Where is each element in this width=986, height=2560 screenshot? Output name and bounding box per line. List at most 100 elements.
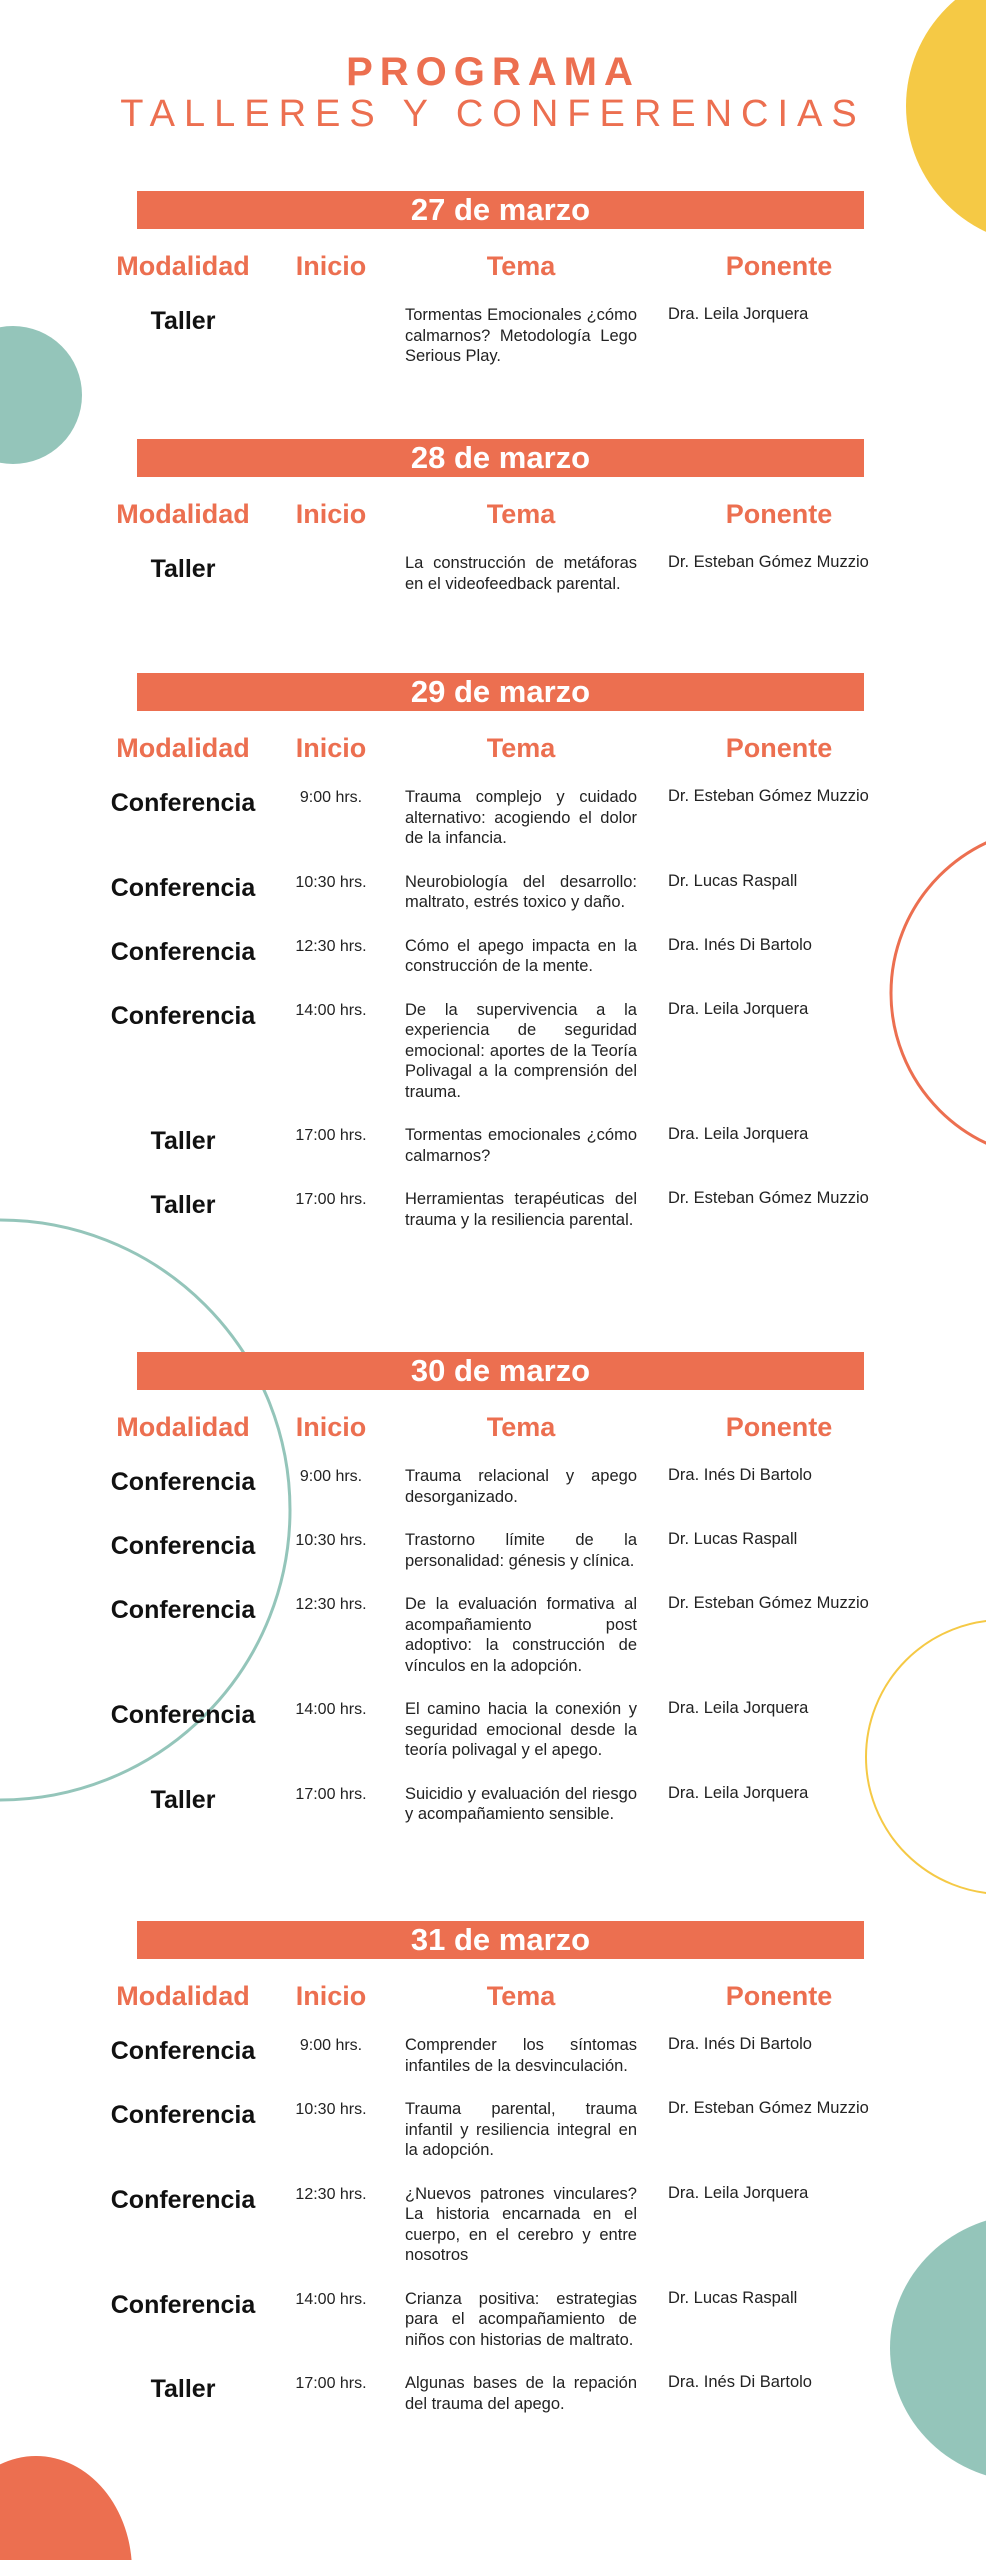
session-inicio: 10:30 hrs. [295, 2101, 367, 2118]
session-inicio: 17:00 hrs. [295, 1191, 367, 1208]
session-ponente: Dr. Esteban Gómez Muzzio [668, 2099, 869, 2117]
session-ponente: Dra. Leila Jorquera [668, 305, 809, 323]
page-title: PROGRAMA [346, 50, 640, 94]
sessions-list: Conferencia 9:00 hrs. Trauma relacional y … [0, 1466, 986, 1848]
session-inicio: 17:00 hrs. [295, 1785, 367, 1803]
column-headers: Modalidad Inicio Tema Ponente [0, 1412, 986, 1448]
session-inicio: 9:00 hrs. [299, 1468, 363, 1485]
column-header-modalidad: Modalidad [116, 499, 250, 529]
session-tema: Trauma complejo y cuidado alternativo: a… [405, 788, 637, 847]
session-modalidad: Conferencia [110, 1532, 256, 1560]
session-row: Conferencia 14:00 hrs. De la supervivencia… [0, 1000, 986, 1103]
session-ponente: Dra. Inés Di Bartolo [668, 935, 812, 954]
column-header-tema: Tema [486, 499, 556, 529]
orange-circle-decoration [0, 2456, 132, 2560]
column-headers: Modalidad Inicio Tema Ponente [0, 733, 986, 769]
session-inicio: 14:00 hrs. [295, 1701, 367, 1718]
session-modalidad: Conferencia [110, 789, 256, 817]
column-header-inicio: Inicio [295, 251, 367, 281]
session-inicio: 14:00 hrs. [295, 2290, 367, 2308]
session-row: Conferencia 14:00 hrs. El camino hacia la … [0, 1699, 986, 1761]
session-ponente: Dr. Esteban Gómez Muzzio [668, 787, 869, 805]
date-banner: 29 de marzo [137, 673, 864, 711]
session-ponente: Dr. Lucas Raspall [668, 1530, 798, 1548]
session-ponente: Dra. Inés Di Bartolo [668, 2373, 812, 2391]
session-modalidad: Conferencia [110, 937, 256, 966]
session-row: Taller La construcción de metáforas en el… [0, 553, 986, 594]
session-tema: Tormentas Emocionales ¿cómo calmarnos? M… [405, 306, 637, 365]
column-header-inicio: Inicio [295, 1981, 367, 2011]
column-header-ponente: Ponente [725, 733, 833, 763]
session-modalidad: Conferencia [110, 1596, 256, 1624]
session-modalidad: Conferencia [110, 2101, 256, 2129]
session-ponente: Dra. Leila Jorquera [668, 2183, 809, 2202]
column-header-inicio: Inicio [295, 499, 367, 529]
session-inicio: 12:30 hrs. [295, 937, 367, 955]
date-banner: 28 de marzo [137, 439, 864, 477]
date-banner: 27 de marzo [137, 191, 864, 229]
session-modalidad: Conferencia [110, 1701, 256, 1729]
session-modalidad: Taller [150, 1127, 216, 1155]
session-tema: Crianza positiva: estrategias para el ac… [405, 2289, 637, 2349]
session-inicio: 9:00 hrs. [299, 789, 363, 806]
column-header-modalidad: Modalidad [116, 251, 250, 281]
session-row: Conferencia 9:00 hrs. Comprender los sínto… [0, 2035, 986, 2076]
session-modalidad: Taller [150, 1191, 216, 1219]
session-modalidad: Conferencia [110, 873, 256, 902]
session-ponente: Dr. Esteban Gómez Muzzio [668, 1594, 869, 1612]
column-header-modalidad: Modalidad [116, 733, 250, 763]
session-row: Taller Tormentas Emocionales ¿cómo calmar… [0, 305, 986, 367]
session-row: Taller 17:00 hrs. Herramientas terapéutica… [0, 1189, 986, 1230]
session-row: Taller 17:00 hrs. Algunas bases de la repa… [0, 2373, 986, 2414]
date-banner: 30 de marzo [137, 1352, 864, 1390]
sessions-list: Conferencia 9:00 hrs. Comprender los sínto… [0, 2035, 986, 2437]
session-modalidad: Taller [150, 307, 216, 335]
session-row: Conferencia 9:00 hrs. Trauma relacional y … [0, 1466, 986, 1507]
session-modalidad: Conferencia [110, 2290, 256, 2319]
session-row: Conferencia 10:30 hrs. Neurobiología del d… [0, 872, 986, 913]
column-header-tema: Tema [486, 251, 556, 281]
session-inicio: 12:30 hrs. [295, 2185, 367, 2203]
column-header-inicio: Inicio [295, 733, 367, 763]
session-row: Taller 17:00 hrs. Suicidio y evaluación de… [0, 1784, 986, 1825]
session-tema: Comprender los síntomas infantiles de la… [405, 2036, 637, 2075]
column-header-modalidad: Modalidad [116, 1412, 250, 1442]
session-modalidad: Conferencia [110, 1001, 256, 1030]
session-tema: Trauma relacional y apego desorganizado. [405, 1467, 637, 1506]
session-tema: Trastorno límite de la personalidad: gén… [405, 1531, 637, 1570]
session-modalidad: Conferencia [110, 2037, 256, 2065]
session-tema: Suicidio y evaluación del riesgo y acomp… [405, 1784, 637, 1824]
session-row: Taller 17:00 hrs. Tormentas emocionales ¿c… [0, 1125, 986, 1166]
session-row: Conferencia 12:30 hrs. ¿Nuevos patrones vi… [0, 2184, 986, 2266]
column-header-ponente: Ponente [725, 1412, 833, 1442]
session-inicio: 14:00 hrs. [295, 1001, 367, 1019]
session-tema: Trauma parental, trauma infantil y resil… [405, 2100, 637, 2159]
session-tema: Herramientas terapéuticas del trauma y l… [405, 1190, 637, 1229]
session-inicio: 9:00 hrs. [299, 2037, 363, 2054]
column-header-ponente: Ponente [725, 251, 833, 281]
session-tema: De la supervivencia a la experiencia de … [405, 1000, 637, 1101]
column-headers: Modalidad Inicio Tema Ponente [0, 251, 986, 287]
session-ponente: Dra. Leila Jorquera [668, 999, 809, 1018]
session-tema: Cómo el apego impacta en la construcción… [405, 936, 637, 976]
session-modalidad: Taller [150, 1785, 216, 1814]
sessions-list: Conferencia 9:00 hrs. Trauma complejo y cu… [0, 787, 986, 1253]
session-inicio: 17:00 hrs. [295, 2375, 367, 2392]
column-header-tema: Tema [486, 733, 556, 763]
session-ponente: Dra. Inés Di Bartolo [668, 2035, 812, 2053]
column-header-tema: Tema [486, 1981, 556, 2011]
session-tema: Algunas bases de la repación del trauma … [405, 2374, 637, 2413]
column-headers: Modalidad Inicio Tema Ponente [0, 499, 986, 535]
session-ponente: Dra. Leila Jorquera [668, 1125, 809, 1143]
session-inicio: 12:30 hrs. [295, 1596, 367, 1613]
session-ponente: Dr. Lucas Raspall [668, 871, 798, 890]
session-tema: ¿Nuevos patrones vinculares? La historia… [405, 2184, 637, 2265]
session-ponente: Dra. Leila Jorquera [668, 1783, 809, 1802]
session-row: Conferencia 14:00 hrs. Crianza positiva: e… [0, 2289, 986, 2351]
column-header-modalidad: Modalidad [116, 1981, 250, 2011]
session-modalidad: Conferencia [110, 1468, 256, 1496]
session-inicio: 10:30 hrs. [295, 1532, 367, 1549]
column-header-tema: Tema [486, 1412, 556, 1442]
session-row: Conferencia 9:00 hrs. Trauma complejo y cu… [0, 787, 986, 849]
session-ponente: Dra. Inés Di Bartolo [668, 1466, 812, 1484]
